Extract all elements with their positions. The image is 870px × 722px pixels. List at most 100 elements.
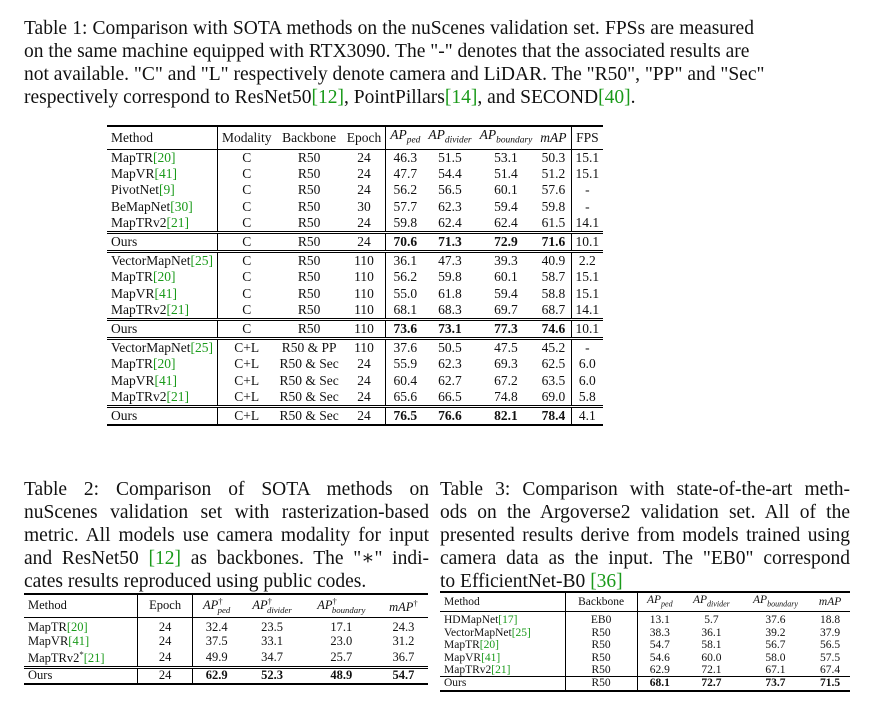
method-cell: PivotNet[9]: [111, 182, 175, 198]
ap-ped-cell: 55.9: [385, 356, 425, 373]
ap-ped-cell: 62.9: [191, 666, 241, 685]
table3-caption-line: camera data as the input. The "EB0" corr…: [440, 548, 850, 569]
citation[interactable]: [12]: [148, 548, 182, 569]
col-modality-header: Modality: [216, 124, 276, 150]
map-cell: 71.5: [810, 676, 850, 692]
citation[interactable]: [21]: [83, 651, 105, 666]
ap-boundary-cell: 48.9: [303, 666, 379, 685]
epoch-cell: 24: [342, 230, 386, 252]
col-ap-divider-header: APdivider: [681, 591, 741, 613]
backbone-cell: R50: [297, 269, 321, 285]
epoch-cell: 110: [342, 250, 386, 270]
table1-caption-line: Table 1: Comparison with SOTA methods on…: [24, 18, 754, 39]
ap-divider-cell: 66.5: [438, 388, 462, 404]
modality-cell: C: [216, 230, 276, 252]
fps-cell: 15.1: [570, 285, 604, 302]
map-cell: 51.2: [541, 166, 566, 182]
citation[interactable]: [21]: [491, 664, 511, 677]
epoch-cell: 110: [342, 317, 386, 339]
citation[interactable]: [20]: [153, 269, 176, 285]
ap-boundary-cell: 51.4: [494, 166, 518, 182]
map-cell: 36.7: [392, 649, 415, 664]
ap-ped-cell: 46.3: [385, 149, 425, 167]
method-cell: MapVR[41]: [111, 285, 178, 301]
table3-caption-line: presented results derive from models tra…: [440, 525, 850, 546]
citation[interactable]: [17]: [498, 614, 518, 627]
table-row: MapTR[20] C R50 110 56.2 59.8 60.1 58.7 15.1: [107, 269, 604, 286]
col-ap-boundary-header: APboundary: [475, 124, 537, 150]
ap-ped-cell: 37.6: [385, 337, 425, 357]
epoch-cell: 24: [357, 356, 371, 372]
citation[interactable]: [41]: [154, 166, 178, 182]
map-cell: 78.4: [536, 404, 572, 427]
epoch-cell: 110: [354, 285, 374, 301]
ap-boundary-cell: 39.3: [475, 250, 537, 270]
method-cell: MapTRv2[21]: [111, 301, 190, 317]
epoch-cell: 24: [137, 634, 193, 649]
ap-divider-cell: 36.1: [701, 626, 722, 639]
table3: Method Backbone APped APdivider APbounda…: [440, 591, 850, 692]
map-cell: 74.6: [536, 317, 572, 339]
backbone-cell: R50: [297, 149, 321, 165]
citation[interactable]: [9]: [159, 182, 175, 198]
map-cell: 61.5: [541, 214, 566, 230]
ap-boundary-cell: 62.4: [494, 214, 518, 230]
fps-cell: -: [570, 337, 604, 357]
citation[interactable]: [36]: [590, 571, 623, 592]
backbone-cell: R50: [564, 676, 638, 692]
fps-cell: -: [570, 198, 604, 215]
method-cell: VectorMapNet[25]: [107, 337, 218, 357]
table-row: MapVR[41] C R50 24 47.7 54.4 51.4 51.2 15.1: [107, 166, 604, 183]
modality-cell: C: [216, 250, 276, 270]
table-row: PivotNet[9] C R50 24 56.2 56.5 60.1 57.6-: [107, 182, 604, 199]
ap-boundary-cell: 59.4: [494, 198, 518, 214]
ap-ped-cell: 65.6: [385, 388, 425, 407]
modality-cell: C: [216, 301, 276, 320]
ap-ped-cell: 47.7: [385, 166, 425, 183]
backbone-cell: R50: [275, 250, 343, 270]
col-ap-divider-header: APdivider: [424, 124, 476, 150]
citation[interactable]: [21]: [166, 388, 190, 404]
citation[interactable]: [41]: [154, 285, 178, 301]
method-cell: MapTR[20]: [111, 149, 176, 165]
ap-divider-cell: 59.8: [438, 269, 462, 285]
method-cell: MapVR[41]: [111, 166, 178, 182]
fps-cell: 10.1: [570, 230, 604, 252]
citation[interactable]: [12]: [311, 87, 345, 108]
citation[interactable]: [40]: [598, 87, 631, 108]
col-fps-header: FPS: [570, 124, 604, 150]
citation[interactable]: [41]: [154, 372, 178, 388]
method-cell: Ours: [24, 666, 138, 685]
citation[interactable]: [20]: [66, 620, 88, 635]
ap-ped-cell: 37.5: [191, 634, 241, 649]
table1-caption-line: on the same machine equipped with RTX309…: [24, 41, 750, 62]
citation[interactable]: [25]: [511, 626, 531, 639]
ap-divider-cell: 52.3: [240, 666, 304, 685]
ap-boundary-cell: 73.7: [740, 676, 811, 692]
citation[interactable]: [20]: [479, 639, 499, 652]
ours-row: Ours R50 68.1 72.7 73.7 71.5: [440, 676, 850, 692]
citation[interactable]: [30]: [170, 198, 193, 214]
citation[interactable]: [21]: [166, 214, 190, 230]
citation[interactable]: [20]: [153, 149, 176, 165]
citation[interactable]: [21]: [166, 301, 190, 317]
method-cell: MapTR[20]: [111, 356, 176, 372]
ap-boundary-cell: 69.7: [494, 301, 518, 317]
citation[interactable]: [25]: [190, 253, 213, 269]
citation[interactable]: [41]: [68, 633, 90, 648]
citation[interactable]: [25]: [190, 340, 213, 356]
ap-ped-cell: 49.9: [191, 648, 241, 668]
citation[interactable]: [41]: [481, 651, 501, 664]
map-cell: 62.5: [541, 356, 566, 372]
ours-row: Ours C R50 24 70.6 71.3 72.9 71.6 10.1: [107, 230, 604, 252]
ap-divider-cell: 33.1: [261, 633, 283, 648]
citation[interactable]: [14]: [444, 87, 478, 108]
col-ap-boundary-header: AP†boundary: [303, 593, 379, 619]
method-cell: VectorMapNet[25]: [107, 250, 218, 270]
ap-ped-cell: 62.9: [636, 664, 682, 677]
method-cell: MapTRv2[21]: [111, 388, 190, 404]
table-row: MapTRv2[21] C R50 110 68.1 68.3 69.7 68.7 14.1: [107, 301, 604, 320]
citation[interactable]: [20]: [153, 356, 176, 372]
modality-cell: C: [216, 149, 276, 167]
ap-ped-cell: 13.1: [636, 611, 682, 627]
